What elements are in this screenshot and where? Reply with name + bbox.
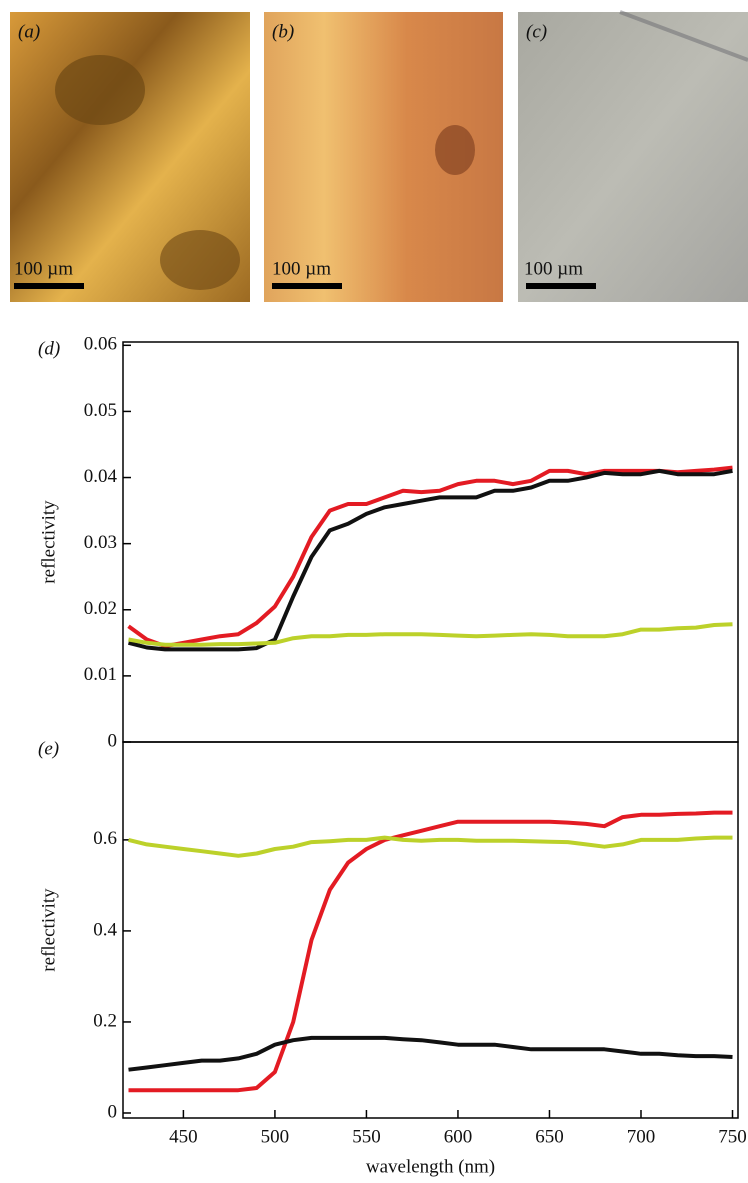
micrograph-feature bbox=[160, 230, 240, 290]
panel-label: (d) bbox=[38, 338, 60, 359]
y-tick-label: 0.4 bbox=[93, 919, 117, 940]
panel-label: (b) bbox=[272, 21, 294, 42]
data-line bbox=[128, 835, 733, 858]
x-tick-label: 450 bbox=[169, 1126, 198, 1147]
panel-label: (c) bbox=[526, 21, 547, 42]
y-tick-label: 0.06 bbox=[84, 334, 117, 355]
x-tick-label: 600 bbox=[444, 1126, 473, 1147]
micrograph-feature bbox=[55, 55, 145, 125]
scale-bar bbox=[14, 283, 84, 289]
panel-label: (a) bbox=[18, 21, 40, 42]
y-tick-label: 0.2 bbox=[93, 1010, 117, 1031]
y-tick-label: 0.01 bbox=[84, 664, 117, 685]
y-axis-label: reflectivity bbox=[38, 888, 59, 972]
scale-bar bbox=[526, 283, 596, 289]
y-tick-label: 0 bbox=[108, 1101, 118, 1122]
data-line bbox=[127, 465, 733, 649]
micrograph-feature bbox=[619, 10, 748, 62]
y-tick-label: 0.6 bbox=[93, 828, 117, 849]
y-tick-label: 0.03 bbox=[84, 532, 117, 553]
y-axis-label: reflectivity bbox=[38, 500, 59, 584]
data-line bbox=[128, 468, 733, 652]
data-line bbox=[128, 810, 733, 1093]
x-tick-label: 650 bbox=[535, 1126, 564, 1147]
scale-bar bbox=[272, 283, 342, 289]
y-tick-label: 0.02 bbox=[84, 598, 117, 619]
scale-bar-label: 100 µm bbox=[14, 258, 73, 279]
panel-label: (e) bbox=[38, 738, 59, 759]
y-tick-label: 0 bbox=[108, 730, 118, 751]
data-line bbox=[128, 1035, 733, 1072]
micrograph-feature bbox=[435, 125, 475, 175]
x-axis-label: wavelength (nm) bbox=[366, 1156, 495, 1177]
x-tick-label: 550 bbox=[352, 1126, 381, 1147]
y-tick-label: 0.05 bbox=[84, 400, 117, 421]
scale-bar-label: 100 µm bbox=[272, 258, 331, 279]
micrograph bbox=[518, 12, 748, 302]
plot-frame bbox=[122, 741, 739, 1119]
data-line bbox=[128, 622, 733, 647]
x-tick-label: 500 bbox=[261, 1126, 290, 1147]
x-tick-label: 750 bbox=[718, 1126, 747, 1147]
plot-frame bbox=[122, 341, 739, 743]
y-tick-label: 0.04 bbox=[84, 466, 118, 487]
scale-bar-label: 100 µm bbox=[524, 258, 583, 279]
x-tick-label: 700 bbox=[627, 1126, 656, 1147]
